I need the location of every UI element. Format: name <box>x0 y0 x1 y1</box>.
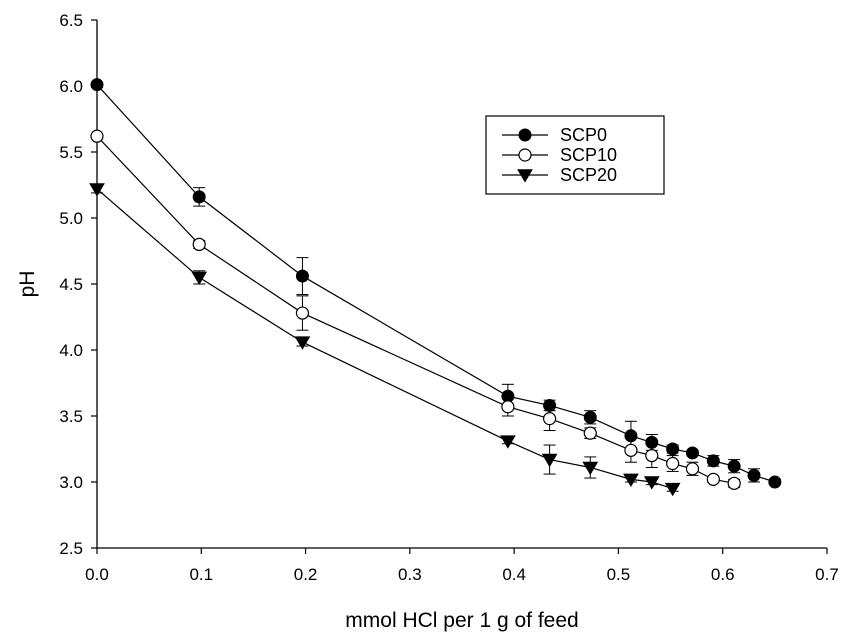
x-tick-label: 0.1 <box>189 565 213 584</box>
data-point <box>295 306 310 320</box>
legend-label: SCP10 <box>560 145 617 165</box>
data-point <box>685 446 699 460</box>
legend-label: SCP0 <box>560 125 607 145</box>
data-point <box>191 271 208 286</box>
data-point <box>90 129 104 143</box>
y-tick-label: 4.5 <box>59 275 83 294</box>
y-tick-label: 2.5 <box>59 539 83 558</box>
data-point <box>192 237 206 251</box>
y-tick-label: 3.0 <box>59 473 83 492</box>
x-tick-label: 0.4 <box>502 565 526 584</box>
data-point <box>706 454 720 468</box>
y-tick-label: 5.5 <box>59 143 83 162</box>
data-point <box>685 462 700 476</box>
y-tick-label: 6.0 <box>59 77 83 96</box>
data-point <box>500 435 516 449</box>
data-point <box>643 476 660 490</box>
ticks: 0.0 0.1 0.2 0.3 0.4 0.5 0.6 0.7 2.5 3.0 3.5 4.0 4.5 5… <box>59 11 838 584</box>
data-point <box>295 269 309 283</box>
series-line <box>96 188 673 490</box>
data-point <box>89 183 105 197</box>
data-point <box>706 472 720 486</box>
data-point <box>664 482 681 497</box>
data-point <box>666 442 680 456</box>
axes <box>96 20 827 549</box>
data-point <box>666 456 680 471</box>
y-axis-title: pH <box>16 271 39 298</box>
data-point <box>90 78 104 92</box>
legend-label: SCP20 <box>560 165 617 185</box>
y-tick-label: 6.5 <box>59 11 83 30</box>
x-axis-title: mmol HCl per 1 g of feed <box>345 609 578 632</box>
x-tick-label: 0.7 <box>815 565 839 584</box>
data-point <box>645 449 659 463</box>
data-point <box>501 400 515 414</box>
data-point <box>727 459 741 473</box>
data-point <box>541 453 558 468</box>
data-point <box>583 426 597 440</box>
series-scp10 <box>90 129 741 490</box>
data-point <box>624 443 638 457</box>
data-point <box>727 476 741 490</box>
series-scp20 <box>89 183 681 497</box>
y-tick-label: 3.5 <box>59 407 83 426</box>
series <box>89 78 782 497</box>
data-point <box>294 336 311 350</box>
data-point <box>768 475 782 489</box>
series-scp0 <box>90 78 782 489</box>
data-point <box>582 461 599 476</box>
legend-marker <box>518 128 532 142</box>
data-point <box>623 473 639 487</box>
y-tick-label: 5.0 <box>59 209 83 228</box>
data-point <box>747 468 761 482</box>
x-tick-label: 0.5 <box>607 565 631 584</box>
x-tick-label: 0.2 <box>294 565 318 584</box>
data-point <box>192 190 206 204</box>
data-point <box>583 410 597 424</box>
x-tick-label: 0.0 <box>85 565 109 584</box>
x-tick-label: 0.3 <box>398 565 422 584</box>
y-tick-label: 4.0 <box>59 341 83 360</box>
legend-marker <box>518 148 532 162</box>
data-point <box>542 412 557 426</box>
x-tick-label: 0.6 <box>711 565 735 584</box>
legend-marker <box>517 169 533 183</box>
